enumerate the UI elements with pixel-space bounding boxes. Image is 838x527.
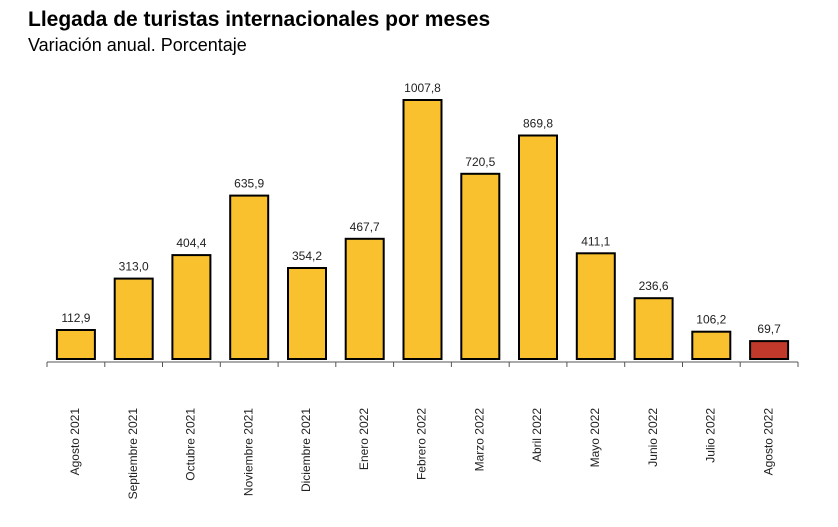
x-tick-label: Julio 2022: [703, 408, 717, 463]
data-label: 720,5: [465, 155, 495, 169]
x-tick-label: Junio 2022: [646, 408, 660, 467]
bar: [633, 297, 674, 361]
bar: [287, 267, 327, 360]
x-tick-label: Mayo 2022: [588, 408, 602, 468]
data-label: 106,2: [696, 313, 726, 327]
data-label: 635,9: [234, 177, 264, 191]
data-label: 467,7: [350, 220, 380, 234]
bar: [518, 134, 558, 360]
axis-layer: [46, 361, 799, 367]
bar: [691, 330, 732, 361]
data-label: 313,0: [119, 260, 149, 274]
bar: [402, 99, 443, 360]
bar: [171, 254, 212, 361]
x-tick-label: Noviembre 2021: [241, 408, 255, 496]
data-label: 236,6: [639, 279, 669, 293]
bar: [460, 172, 501, 360]
chart-subtitle: Variación anual. Porcentaje: [28, 35, 247, 55]
bar: [229, 194, 270, 360]
data-label: 354,2: [292, 249, 322, 263]
data-label: 869,8: [523, 117, 553, 131]
bar: [575, 252, 616, 360]
bar: [55, 329, 96, 360]
bars-layer: [55, 99, 790, 361]
x-tick-label: Marzo 2022: [472, 408, 486, 472]
x-tick-label: Agosto 2022: [761, 408, 775, 476]
bar: [749, 340, 790, 361]
x-tick-label: Enero 2022: [357, 408, 371, 470]
data-label: 112,9: [61, 311, 90, 325]
data-label: 404,4: [176, 236, 206, 250]
x-tick-label: Octubre 2021: [184, 408, 198, 481]
data-label: 1007,8: [404, 81, 441, 95]
bar: [113, 277, 154, 361]
x-tick-label: Septiembre 2021: [126, 408, 140, 500]
labels-layer: 112,9 Agosto 2021 313,0 Septiembre 2021 404,…: [61, 81, 781, 499]
data-label: 411,1: [581, 234, 610, 248]
data-label: 69,7: [757, 322, 781, 336]
x-tick-label: Agosto 2021: [68, 408, 82, 476]
x-tick-label: Diciembre 2021: [299, 408, 313, 492]
x-tick-label: Abril 2022: [530, 408, 544, 462]
chart-title: Llegada de turistas internacionales por …: [28, 8, 491, 31]
x-tick-label: Febrero 2022: [415, 408, 429, 480]
bar: [344, 237, 385, 360]
